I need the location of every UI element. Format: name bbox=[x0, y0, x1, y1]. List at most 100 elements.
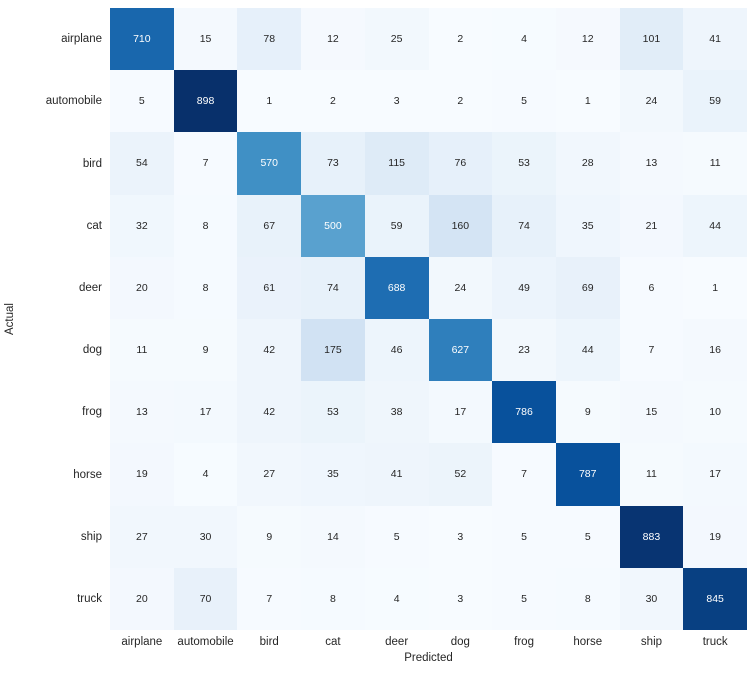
heatmap-cell-truck-automobile: 70 bbox=[173, 567, 238, 630]
cell-value: 8 bbox=[202, 281, 209, 294]
x-tick-label-deer: deer bbox=[385, 636, 409, 648]
cell-value: 67 bbox=[263, 219, 276, 232]
y-tick-label-dog: dog bbox=[82, 344, 102, 357]
heatmap-cell-automobile-truck: 59 bbox=[683, 70, 747, 133]
x-tick-label-cat: cat bbox=[325, 636, 341, 648]
cell-value: 11 bbox=[136, 344, 148, 357]
cell-value: 78 bbox=[263, 33, 276, 46]
cell-value: 38 bbox=[390, 406, 403, 419]
heatmap-cell-horse-horse: 787 bbox=[555, 443, 620, 506]
cell-value: 73 bbox=[327, 157, 339, 170]
heatmap-cell-dog-airplane: 11 bbox=[110, 319, 174, 382]
heatmap-cell-airplane-horse: 12 bbox=[555, 8, 620, 71]
x-tick-labels: airplane automobile bird cat deer dog frog hors… bbox=[110, 636, 747, 648]
cell-value: 5 bbox=[521, 530, 527, 543]
cell-value: 35 bbox=[327, 468, 339, 481]
cell-value: 3 bbox=[393, 95, 400, 108]
cell-value: 42 bbox=[263, 406, 276, 419]
heatmap-cell-frog-bird: 42 bbox=[237, 381, 302, 444]
cell-value: 7 bbox=[521, 468, 527, 481]
cell-value: 2 bbox=[457, 95, 464, 108]
heatmap-cell-deer-bird: 61 bbox=[237, 256, 302, 319]
heatmap-cell-bird-frog: 53 bbox=[492, 132, 556, 195]
cell-value: 49 bbox=[518, 281, 530, 294]
x-tick-label-ship: ship bbox=[640, 636, 663, 648]
heatmap-cell-bird-dog: 76 bbox=[428, 132, 493, 195]
cell-value: 24 bbox=[645, 95, 658, 108]
heatmap-cell-horse-dog: 52 bbox=[428, 443, 493, 506]
heatmap-cell-frog-cat: 53 bbox=[301, 381, 365, 444]
cell-value: 160 bbox=[451, 219, 470, 232]
cell-value: 883 bbox=[642, 530, 661, 543]
heatmap-cell-deer-truck: 1 bbox=[683, 256, 747, 319]
heatmap-cell-horse-deer: 41 bbox=[364, 443, 429, 506]
cell-value: 570 bbox=[260, 157, 278, 170]
heatmap-cell-dog-deer: 46 bbox=[364, 319, 429, 382]
heatmap-cell-truck-deer: 4 bbox=[364, 567, 429, 630]
heatmap-cell-frog-frog: 786 bbox=[492, 381, 556, 444]
cell-value: 627 bbox=[451, 344, 470, 357]
cell-value: 787 bbox=[578, 468, 597, 481]
cell-value: 13 bbox=[136, 406, 148, 419]
cell-value: 10 bbox=[709, 406, 721, 419]
heatmap-cell-dog-truck: 16 bbox=[683, 319, 747, 382]
heatmap-cell-automobile-automobile: 898 bbox=[173, 70, 238, 133]
heatmap-cell-cat-dog: 160 bbox=[428, 194, 493, 257]
heatmap-cell-truck-truck: 845 bbox=[683, 567, 747, 630]
heatmap-cell-cat-ship: 21 bbox=[619, 194, 684, 257]
cell-value: 59 bbox=[390, 219, 403, 232]
heatmap-cell-horse-automobile: 4 bbox=[173, 443, 238, 506]
cell-value: 1 bbox=[712, 281, 719, 294]
cell-value: 74 bbox=[518, 219, 530, 232]
heatmap-cell-bird-deer: 115 bbox=[364, 132, 429, 195]
cell-value: 5 bbox=[138, 95, 145, 108]
cell-value: 7 bbox=[648, 344, 655, 357]
heatmap-cell-deer-frog: 49 bbox=[492, 256, 556, 319]
heatmap-cell-truck-airplane: 20 bbox=[110, 567, 174, 630]
heatmap-cell-ship-horse: 5 bbox=[555, 505, 620, 568]
cell-value: 46 bbox=[390, 344, 403, 357]
heatmap-cell-deer-ship: 6 bbox=[619, 256, 684, 319]
cell-value: 175 bbox=[324, 344, 342, 357]
cell-value: 14 bbox=[327, 530, 339, 543]
cell-value: 41 bbox=[390, 468, 403, 481]
heatmap-cell-automobile-ship: 24 bbox=[619, 70, 684, 133]
heatmap-cell-horse-ship: 11 bbox=[619, 443, 684, 506]
x-tick-label-horse: horse bbox=[573, 636, 603, 648]
heatmap-cell-truck-frog: 5 bbox=[492, 567, 556, 630]
cell-value: 9 bbox=[584, 406, 591, 419]
heatmap-cell-frog-horse: 9 bbox=[555, 381, 620, 444]
heatmap-cell-horse-frog: 7 bbox=[492, 443, 556, 506]
cell-value: 101 bbox=[642, 33, 661, 46]
heatmap-cell-deer-dog: 24 bbox=[428, 256, 493, 319]
y-tick-label-cat: cat bbox=[86, 219, 102, 232]
heatmap-cell-truck-cat: 8 bbox=[301, 567, 365, 630]
heatmap-cell-cat-deer: 59 bbox=[364, 194, 429, 257]
heatmap-cell-frog-automobile: 17 bbox=[173, 381, 238, 444]
x-tick-label-frog: frog bbox=[514, 636, 534, 648]
heatmap-cell-truck-dog: 3 bbox=[428, 567, 493, 630]
y-tick-label-airplane: airplane bbox=[61, 33, 102, 46]
cell-value: 5 bbox=[521, 95, 527, 108]
heatmap-cell-airplane-airplane: 710 bbox=[110, 8, 174, 71]
cell-value: 2 bbox=[330, 95, 336, 108]
cell-value: 5 bbox=[584, 530, 591, 543]
cell-value: 115 bbox=[388, 157, 406, 170]
cell-value: 4 bbox=[393, 592, 400, 605]
heatmap-cell-ship-airplane: 27 bbox=[110, 505, 174, 568]
cell-value: 12 bbox=[581, 33, 594, 46]
y-tick-label-automobile: automobile bbox=[45, 95, 102, 108]
cell-value: 12 bbox=[327, 33, 339, 46]
heatmap-cell-airplane-automobile: 15 bbox=[173, 8, 238, 71]
cell-value: 19 bbox=[709, 530, 721, 543]
cell-value: 35 bbox=[581, 219, 594, 232]
heatmap-cell-deer-horse: 69 bbox=[555, 256, 620, 319]
cell-value: 74 bbox=[327, 281, 339, 294]
heatmap-cell-dog-dog: 627 bbox=[428, 319, 493, 382]
heatmap-cell-airplane-bird: 78 bbox=[237, 8, 302, 71]
cell-value: 11 bbox=[709, 157, 721, 170]
cell-value: 27 bbox=[136, 530, 148, 543]
heatmap-cell-horse-airplane: 19 bbox=[110, 443, 174, 506]
heatmap-cell-ship-truck: 19 bbox=[683, 505, 747, 568]
